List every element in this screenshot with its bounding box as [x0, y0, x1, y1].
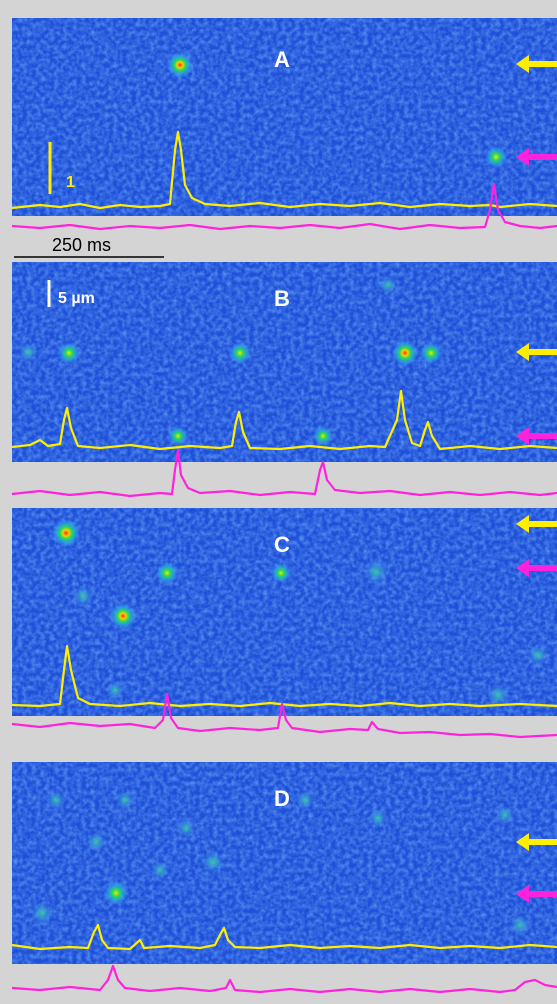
arrow-left-icon [516, 427, 557, 445]
spark [156, 562, 178, 584]
spark [47, 791, 65, 809]
spark [86, 832, 106, 852]
spark [151, 861, 169, 879]
traces-layer [11, 130, 557, 994]
panel-label-d: D [274, 786, 290, 811]
spark [510, 915, 530, 935]
trace-b-magenta [11, 448, 557, 498]
trace-d-yellow [11, 923, 557, 951]
trace-c-yellow [11, 644, 557, 708]
panel-a [12, 18, 557, 216]
arrow-left-icon [516, 559, 557, 577]
arrow-left-icon [516, 515, 557, 533]
trace-b-yellow [11, 389, 557, 451]
trace-a-yellow [11, 130, 557, 210]
spark [528, 645, 548, 665]
spark [167, 52, 193, 78]
spark [168, 426, 188, 446]
spark [296, 791, 314, 809]
panel-d-noise [12, 762, 557, 964]
spark [369, 809, 387, 827]
spark [104, 881, 128, 905]
spark [485, 146, 507, 168]
spark [202, 851, 224, 873]
spark [313, 426, 333, 446]
spark [177, 819, 195, 837]
spark [271, 563, 291, 583]
spark [116, 791, 134, 809]
arrow-left-icon [516, 55, 557, 73]
panel-a-noise [12, 18, 557, 216]
panel-c-noise [12, 508, 557, 716]
spark [229, 342, 251, 364]
time-scale-label: 250 ms [52, 235, 111, 255]
arrow-left-icon [516, 343, 557, 361]
sparks-layer [19, 52, 548, 935]
spark [52, 519, 80, 547]
panel-b [12, 262, 557, 462]
trace-a-magenta [11, 182, 557, 231]
panel-c [12, 508, 557, 716]
amplitude-scale-label: 1 [66, 174, 75, 191]
arrow-left-icon [516, 833, 557, 851]
panel-d [12, 762, 557, 964]
spark [496, 806, 514, 824]
spark [31, 902, 53, 924]
panel-label-c: C [274, 532, 290, 557]
spark [487, 684, 509, 706]
spark [379, 276, 397, 294]
spark [110, 603, 136, 629]
trace-c-magenta [11, 692, 557, 739]
spark [58, 342, 80, 364]
spark [364, 560, 388, 584]
spark [392, 340, 418, 366]
panel-label-a: A [274, 47, 290, 72]
arrow-left-icon [516, 148, 557, 166]
trace-d-magenta [11, 964, 557, 994]
spark [73, 586, 93, 606]
spark [106, 681, 124, 699]
spark [420, 342, 442, 364]
arrow-left-icon [516, 885, 557, 903]
panel-b-noise [12, 262, 557, 462]
spark [19, 343, 37, 361]
panel-label-b: B [274, 286, 290, 311]
distance-scale-label: 5 µm [58, 290, 95, 307]
